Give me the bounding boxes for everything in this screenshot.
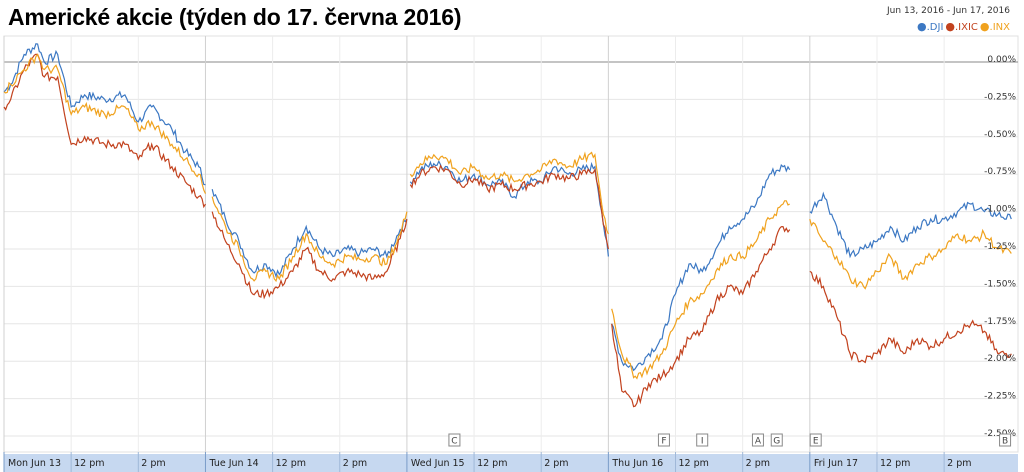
series-lines bbox=[3, 43, 1012, 408]
x-tick-label: 2 pm bbox=[544, 458, 568, 469]
legend-label: .IXIC bbox=[955, 22, 978, 33]
x-tick-label: Tue Jun 14 bbox=[208, 458, 258, 469]
x-tick-label: 2 pm bbox=[746, 458, 770, 469]
x-tick-label: Thu Jun 16 bbox=[611, 458, 663, 469]
event-flag[interactable] bbox=[751, 433, 764, 447]
y-tick-label: -1.00% bbox=[984, 205, 1016, 215]
event-flag-label: A bbox=[755, 437, 762, 447]
legend-dot-icon: ● bbox=[917, 20, 927, 33]
y-tick-label: -0.50% bbox=[984, 130, 1016, 140]
legend-item[interactable]: ●.DJI bbox=[917, 20, 944, 33]
legend-item[interactable]: ●.IXIC bbox=[945, 20, 978, 33]
event-flag-label: G bbox=[773, 437, 780, 447]
y-tick-label: -0.75% bbox=[984, 167, 1016, 177]
x-axis-band bbox=[4, 454, 1018, 472]
x-tick-label: 12 pm bbox=[477, 458, 507, 469]
y-axis: 0.00% -0.25% -0.50% -0.75% -1.00% -1.25% -1.50… bbox=[984, 55, 1016, 439]
series-line-inx bbox=[3, 53, 1012, 380]
event-flag[interactable] bbox=[770, 433, 783, 447]
legend-dot-icon: ● bbox=[945, 20, 955, 33]
x-tick-label: 12 pm bbox=[74, 458, 104, 469]
legend-item[interactable]: ●.INX bbox=[979, 20, 1010, 33]
x-tick-label: Fri Jun 17 bbox=[814, 458, 858, 469]
event-flag[interactable] bbox=[448, 433, 461, 447]
y-tick-label: -2.25% bbox=[984, 392, 1016, 402]
x-axis: Mon Jun 13 12 pm 2 pm Tue Jun 14 12 pm 2 pm We… bbox=[3, 452, 1018, 472]
x-tick-label: 2 pm bbox=[947, 458, 971, 469]
event-flag[interactable] bbox=[809, 433, 822, 447]
event-flag-label: C bbox=[451, 437, 457, 447]
y-tick-label: -1.75% bbox=[984, 317, 1016, 327]
legend-label: .DJI bbox=[926, 22, 944, 33]
event-flag-label: I bbox=[701, 437, 704, 447]
event-flag-label: F bbox=[661, 437, 666, 447]
event-flag[interactable] bbox=[999, 433, 1012, 447]
x-tick-label: 2 pm bbox=[343, 458, 367, 469]
event-flag[interactable] bbox=[696, 433, 709, 447]
y-tick-label: -1.25% bbox=[984, 242, 1016, 252]
x-tick-label: 12 pm bbox=[880, 458, 910, 469]
date-range: Jun 13, 2016 - Jun 17, 2016 bbox=[887, 6, 1010, 16]
grid-layer bbox=[3, 35, 1019, 453]
x-tick-label: Wed Jun 15 bbox=[411, 458, 465, 469]
x-tick-label: 12 pm bbox=[679, 458, 709, 469]
y-tick-label: -1.50% bbox=[984, 279, 1016, 289]
y-tick-label: 0.00% bbox=[987, 55, 1016, 65]
chart-title: Americké akcie (týden do 17. června 2016… bbox=[8, 4, 462, 30]
plot-border bbox=[3, 35, 1019, 453]
y-tick-label: -2.00% bbox=[984, 354, 1016, 364]
y-tick-label: -0.25% bbox=[984, 92, 1016, 102]
event-flag[interactable] bbox=[657, 433, 670, 447]
event-flag-label: B bbox=[1002, 437, 1008, 447]
series-line-dji bbox=[3, 43, 1012, 372]
series-line-ixic bbox=[3, 53, 1012, 408]
legend: ●.DJI ●.IXIC ●.INX bbox=[915, 20, 1010, 33]
legend-label: .INX bbox=[989, 22, 1010, 33]
x-tick-label: 2 pm bbox=[141, 458, 165, 469]
x-tick-label: 12 pm bbox=[276, 458, 306, 469]
legend-dot-icon: ● bbox=[979, 20, 990, 33]
event-flag-label: E bbox=[813, 437, 819, 447]
x-tick-label: Mon Jun 13 bbox=[8, 458, 61, 469]
